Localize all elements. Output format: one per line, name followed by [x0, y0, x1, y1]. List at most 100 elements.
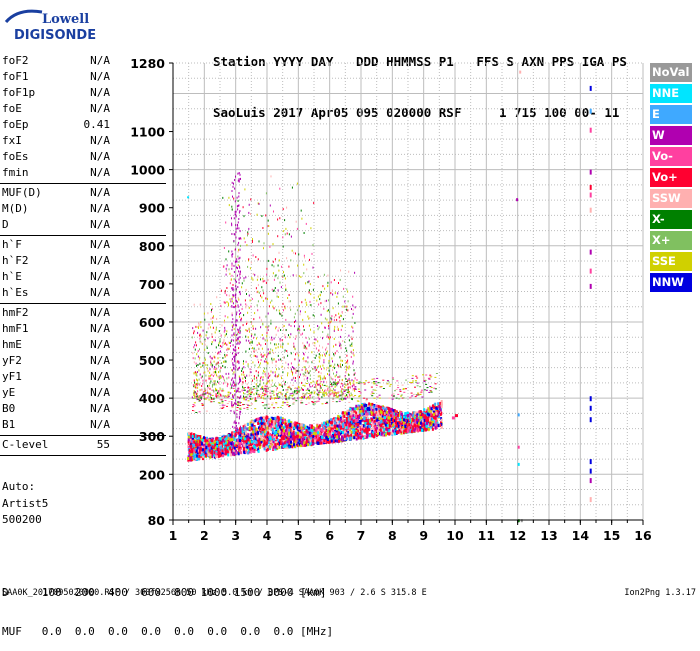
echo-point — [282, 306, 283, 308]
echo-point — [268, 373, 269, 375]
echo-point — [310, 329, 311, 331]
echo-point — [205, 446, 207, 449]
echo-point — [340, 343, 341, 345]
echo-point — [375, 383, 377, 384]
echo-point — [270, 323, 271, 325]
echo-point — [255, 355, 256, 357]
echo-point — [322, 378, 323, 380]
echo-point — [427, 387, 429, 388]
echo-point — [225, 395, 226, 397]
echo-point — [270, 425, 272, 428]
echo-point — [187, 457, 189, 460]
echo-point — [258, 258, 259, 260]
echo-point — [285, 289, 286, 291]
echo-point — [229, 451, 231, 454]
echo-point — [260, 435, 262, 438]
echo-point — [333, 388, 334, 390]
echo-point — [425, 375, 427, 376]
echo-point — [259, 384, 260, 386]
echo-point — [301, 402, 303, 403]
echo-point — [202, 394, 203, 396]
echo-point — [411, 382, 413, 383]
echo-point — [237, 439, 239, 442]
echo-point — [253, 386, 255, 387]
echo-point — [192, 336, 193, 338]
echo-point — [353, 420, 355, 423]
echo-point — [309, 384, 310, 386]
echo-point — [290, 441, 292, 444]
echo-point — [254, 365, 255, 367]
echo-point — [266, 415, 268, 418]
echo-point — [312, 342, 313, 344]
echo-point — [382, 380, 384, 381]
echo-point — [334, 393, 335, 395]
echo-point — [338, 376, 339, 378]
echo-point — [263, 397, 264, 399]
echo-point — [198, 323, 199, 325]
echo-point — [273, 211, 274, 213]
echo-point — [284, 325, 285, 327]
echo-point — [242, 308, 243, 310]
echo-point — [205, 399, 207, 400]
echo-point — [273, 290, 274, 292]
echo-point — [201, 366, 202, 368]
echo-point — [341, 315, 342, 317]
echo-point — [396, 425, 398, 428]
echo-point — [244, 277, 245, 279]
echo-point — [334, 328, 335, 330]
echo-point — [295, 394, 297, 395]
echo-point — [290, 333, 291, 335]
echo-point — [326, 352, 327, 354]
echo-point — [289, 438, 291, 441]
echo-point — [273, 261, 274, 263]
echo-point — [403, 415, 405, 418]
echo-point — [332, 290, 333, 292]
echo-point — [194, 380, 195, 382]
echo-point — [334, 434, 336, 437]
echo-point — [434, 403, 436, 406]
echo-point — [417, 393, 419, 394]
echo-point — [412, 427, 414, 430]
echo-point — [287, 437, 289, 440]
echo-point — [210, 378, 211, 380]
echo-point — [251, 335, 252, 337]
echo-point — [212, 395, 214, 396]
echo-point — [268, 279, 269, 281]
echo-point — [326, 402, 328, 403]
echo-point — [336, 319, 337, 321]
echo-point — [243, 360, 244, 362]
echo-point — [302, 393, 303, 395]
echo-point — [229, 273, 230, 275]
echo-point — [281, 286, 282, 288]
echo-point — [339, 399, 341, 400]
echo-point — [265, 297, 266, 299]
echo-point — [242, 404, 244, 405]
echo-point — [339, 401, 341, 402]
echo-point — [296, 370, 297, 372]
echo-point — [279, 446, 281, 449]
echo-point — [200, 374, 201, 376]
echo-point — [310, 378, 311, 380]
echo-point — [269, 246, 270, 248]
echo-point — [428, 378, 430, 379]
echo-point — [309, 338, 310, 340]
echo-point — [347, 360, 348, 362]
echo-point — [227, 446, 229, 449]
echo-point — [343, 318, 344, 320]
echo-point — [304, 345, 305, 347]
echo-point — [261, 215, 262, 217]
echo-point — [256, 337, 257, 339]
echo-point — [360, 392, 362, 393]
echo-point — [324, 385, 326, 386]
echo-point — [225, 302, 226, 304]
echo-point — [238, 404, 240, 405]
echo-point — [426, 390, 428, 391]
echo-point — [233, 284, 234, 286]
echo-point — [404, 425, 406, 428]
echo-point — [216, 327, 217, 329]
echo-point — [342, 423, 344, 426]
echo-point — [264, 371, 265, 373]
echo-point — [216, 374, 217, 376]
echo-point — [312, 396, 313, 398]
echo-point — [309, 259, 310, 261]
